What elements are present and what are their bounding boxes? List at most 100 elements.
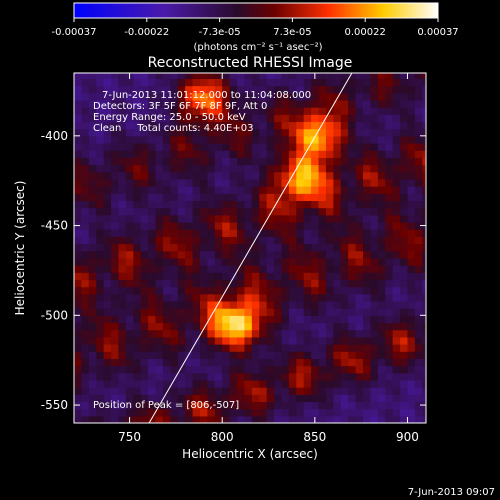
heatmap-cell xyxy=(333,143,342,151)
heatmap-cell xyxy=(348,236,357,245)
heatmap-cell xyxy=(385,135,394,144)
heatmap-cell xyxy=(74,243,83,252)
heatmap-cell xyxy=(162,157,171,166)
heatmap-cell xyxy=(133,257,142,266)
heatmap-cell xyxy=(177,221,186,230)
heatmap-cell xyxy=(259,372,268,381)
heatmap-cell xyxy=(385,315,394,324)
heatmap-cell xyxy=(162,99,171,108)
heatmap-cell xyxy=(340,408,349,417)
heatmap-cell xyxy=(207,351,216,359)
heatmap-cell xyxy=(244,85,253,94)
heatmap-cell xyxy=(74,300,83,309)
heatmap-cell xyxy=(370,279,379,288)
heatmap-cell xyxy=(407,279,416,288)
heatmap-cell xyxy=(333,250,342,259)
heatmap-cell xyxy=(407,193,416,202)
heatmap-cell xyxy=(111,250,120,259)
heatmap-cell xyxy=(377,85,386,94)
heatmap-cell xyxy=(370,178,379,187)
heatmap-cell xyxy=(118,85,127,94)
heatmap-cell xyxy=(311,243,320,252)
heatmap-cell xyxy=(296,329,305,338)
heatmap-cell xyxy=(377,315,386,324)
heatmap-cell xyxy=(340,387,349,395)
heatmap-cell xyxy=(414,265,423,273)
heatmap-cell xyxy=(199,229,208,237)
heatmap-cell xyxy=(355,358,364,367)
heatmap-cell xyxy=(325,308,334,316)
heatmap-cell xyxy=(207,315,216,324)
heatmap-cell xyxy=(177,85,186,94)
heatmap-cell xyxy=(348,243,357,252)
heatmap-cell xyxy=(118,221,127,230)
heatmap-cell xyxy=(318,351,327,359)
heatmap-cell xyxy=(407,257,416,266)
heatmap-cell xyxy=(170,344,179,352)
heatmap-cell xyxy=(296,92,305,101)
heatmap-cell xyxy=(400,365,409,374)
heatmap-cell xyxy=(125,150,134,158)
heatmap-cell xyxy=(355,128,364,137)
heatmap-cell xyxy=(355,229,364,237)
heatmap-cell xyxy=(325,408,334,417)
heatmap-cell xyxy=(288,92,297,101)
heatmap-cell xyxy=(296,121,305,130)
heatmap-cell xyxy=(237,221,246,230)
heatmap-cell xyxy=(407,394,416,403)
heatmap-cell xyxy=(318,300,327,309)
heatmap-cell xyxy=(311,372,320,381)
heatmap-cell xyxy=(237,114,246,123)
heatmap-cell xyxy=(155,150,164,158)
heatmap-cell xyxy=(303,415,312,423)
heatmap-cell xyxy=(74,250,83,259)
heatmap-cell xyxy=(214,286,223,295)
heatmap-cell xyxy=(363,293,372,302)
heatmap-cell xyxy=(325,358,334,367)
heatmap-cell xyxy=(155,193,164,202)
heatmap-cell xyxy=(237,265,246,273)
heatmap-cell xyxy=(81,394,90,403)
heatmap-cell xyxy=(392,272,401,281)
heatmap-cell xyxy=(237,394,246,403)
heatmap-cell xyxy=(355,272,364,281)
heatmap-cell xyxy=(274,178,283,187)
heatmap-cell xyxy=(244,322,253,331)
heatmap-cell xyxy=(274,85,283,94)
heatmap-cell xyxy=(266,387,275,395)
heatmap-cell xyxy=(229,293,238,302)
heatmap-cell xyxy=(125,279,134,288)
heatmap-cell xyxy=(355,293,364,302)
heatmap-cell xyxy=(244,257,253,266)
heatmap-cell xyxy=(281,279,290,288)
heatmap-cell xyxy=(370,257,379,266)
heatmap-cell xyxy=(214,372,223,381)
heatmap-cell xyxy=(140,164,149,173)
heatmap-cell xyxy=(348,315,357,324)
heatmap-cell xyxy=(407,157,416,166)
heatmap-cell xyxy=(170,221,179,230)
heatmap-cell xyxy=(377,401,386,410)
heatmap-cell xyxy=(222,308,231,316)
heatmap-cell xyxy=(118,293,127,302)
heatmap-cell xyxy=(74,387,83,395)
heatmap-cell xyxy=(133,351,142,359)
heatmap-cell xyxy=(74,135,83,144)
heatmap-cell xyxy=(325,372,334,381)
heatmap-cell xyxy=(74,214,83,223)
heatmap-cell xyxy=(237,372,246,381)
heatmap-cell xyxy=(266,150,275,158)
heatmap-cell xyxy=(392,121,401,130)
heatmap-cell xyxy=(348,322,357,331)
heatmap-cell xyxy=(318,372,327,381)
heatmap-cell xyxy=(244,229,253,237)
heatmap-cell xyxy=(88,379,97,388)
heatmap-cell xyxy=(318,99,327,108)
heatmap-cell xyxy=(400,415,409,423)
heatmap-cell xyxy=(185,401,194,410)
heatmap-cell xyxy=(377,243,386,252)
heatmap-cell xyxy=(140,128,149,137)
heatmap-cell xyxy=(333,300,342,309)
heatmap-cell xyxy=(192,73,201,79)
heatmap-cell xyxy=(162,351,171,359)
